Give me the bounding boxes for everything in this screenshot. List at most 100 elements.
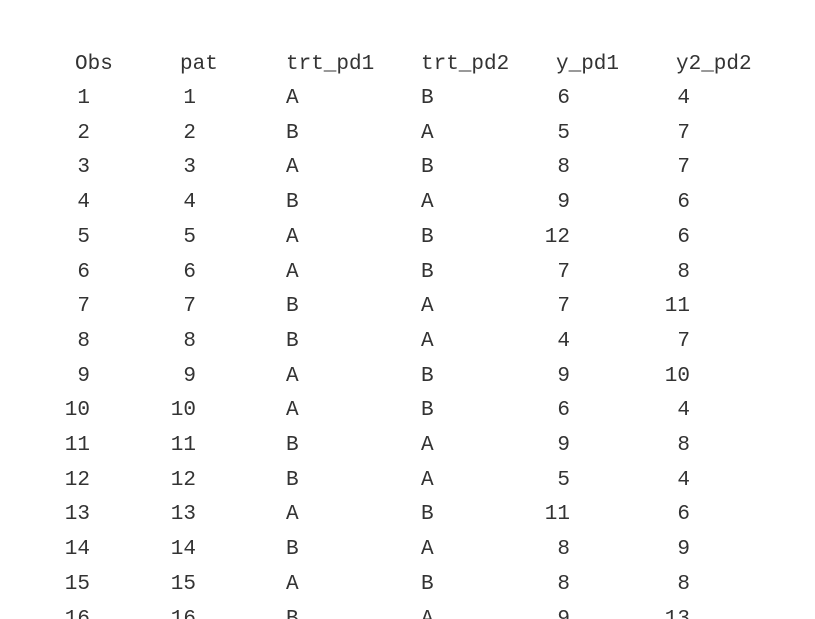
cell-y2-pd2: 7 xyxy=(677,121,690,145)
cell-y2-pd2: 11 xyxy=(664,295,690,319)
cell-y-pd1: 12 xyxy=(544,225,570,249)
cell-y-pd1: 4 xyxy=(557,329,570,353)
cell-pat: 2 xyxy=(183,121,196,145)
cell-obs: 12 xyxy=(64,468,90,492)
cell-trt-pd2: A xyxy=(421,607,434,619)
cell-y-pd1: 7 xyxy=(557,260,570,284)
cell-pat: 7 xyxy=(183,295,196,319)
cell-trt-pd1: B xyxy=(286,121,299,145)
cell-pat: 10 xyxy=(170,399,196,423)
cell-obs: 4 xyxy=(77,191,90,215)
table-row: 5 5 A B 12 6 xyxy=(0,221,815,255)
cell-obs: 7 xyxy=(77,295,90,319)
cell-trt-pd1: B xyxy=(286,607,299,619)
cell-trt-pd2: A xyxy=(421,434,434,457)
cell-y-pd1: 8 xyxy=(557,572,570,596)
cell-trt-pd1: A xyxy=(286,225,299,249)
cell-trt-pd1: B xyxy=(286,295,299,319)
cell-obs: 8 xyxy=(77,329,90,353)
cell-obs: 6 xyxy=(77,260,90,284)
cell-y2-pd2: 4 xyxy=(677,468,690,492)
header-obs: Obs xyxy=(75,53,113,76)
cell-y-pd1: 5 xyxy=(557,121,570,145)
cell-obs: 5 xyxy=(77,225,90,249)
cell-trt-pd2: A xyxy=(421,191,434,215)
cell-obs: 16 xyxy=(64,607,90,619)
cell-trt-pd1: B xyxy=(286,329,299,353)
cell-trt-pd1: A xyxy=(286,572,299,596)
table-row: 15 15 A B 8 8 xyxy=(0,568,815,602)
cell-trt-pd1: A xyxy=(286,364,299,388)
cell-y-pd1: 6 xyxy=(557,87,570,110)
cell-trt-pd1: A xyxy=(286,260,299,284)
cell-obs: 11 xyxy=(64,434,90,457)
cell-obs: 1 xyxy=(77,87,90,110)
cell-trt-pd2: B xyxy=(421,364,434,388)
cell-y2-pd2: 6 xyxy=(677,191,690,215)
cell-obs: 13 xyxy=(64,503,90,527)
header-pat: pat xyxy=(180,53,218,76)
cell-trt-pd1: A xyxy=(286,87,299,110)
table-row: 12 12 B A 5 4 xyxy=(0,464,815,498)
cell-pat: 16 xyxy=(170,607,196,619)
cell-trt-pd2: B xyxy=(421,572,434,596)
cell-y-pd1: 8 xyxy=(557,156,570,180)
table-row: 9 9 A B 9 10 xyxy=(0,360,815,394)
table-row: 14 14 B A 8 9 xyxy=(0,533,815,567)
cell-y2-pd2: 8 xyxy=(677,434,690,457)
cell-pat: 1 xyxy=(183,87,196,110)
cell-trt-pd1: B xyxy=(286,434,299,457)
cell-y2-pd2: 7 xyxy=(677,156,690,180)
cell-trt-pd2: A xyxy=(421,538,434,562)
cell-y-pd1: 7 xyxy=(557,295,570,319)
cell-pat: 4 xyxy=(183,191,196,215)
cell-y2-pd2: 7 xyxy=(677,329,690,353)
cell-trt-pd2: B xyxy=(421,156,434,180)
cell-obs: 14 xyxy=(64,538,90,562)
table-row: 2 2 B A 5 7 xyxy=(0,117,815,151)
cell-pat: 6 xyxy=(183,260,196,284)
cell-y-pd1: 9 xyxy=(557,434,570,457)
cell-trt-pd2: A xyxy=(421,121,434,145)
cell-trt-pd1: A xyxy=(286,156,299,180)
cell-y2-pd2: 10 xyxy=(664,364,690,388)
cell-y-pd1: 9 xyxy=(557,191,570,215)
table-row: 6 6 A B 7 8 xyxy=(0,256,815,290)
table-row: 16 16 B A 9 13 xyxy=(0,603,815,619)
cell-obs: 10 xyxy=(64,399,90,423)
cell-y-pd1: 5 xyxy=(557,468,570,492)
cell-trt-pd1: B xyxy=(286,468,299,492)
table-row: 4 4 B A 9 6 xyxy=(0,186,815,220)
table-row: 11 11 B A 9 8 xyxy=(0,429,815,463)
cell-y2-pd2: 6 xyxy=(677,503,690,527)
table-row: 3 3 A B 8 7 xyxy=(0,151,815,185)
cell-trt-pd2: B xyxy=(421,87,434,110)
cell-y2-pd2: 4 xyxy=(677,399,690,423)
cell-y2-pd2: 6 xyxy=(677,225,690,249)
cell-trt-pd1: A xyxy=(286,399,299,423)
cell-trt-pd2: B xyxy=(421,260,434,284)
cell-y-pd1: 6 xyxy=(557,399,570,423)
cell-pat: 14 xyxy=(170,538,196,562)
cell-y-pd1: 11 xyxy=(544,503,570,527)
cell-y-pd1: 9 xyxy=(557,607,570,619)
table-header-row: Obs pat trt_pd1 trt_pd2 y_pd1 y2_pd2 xyxy=(0,48,815,82)
cell-y2-pd2: 13 xyxy=(664,607,690,619)
table-row: 1 1 A B 6 4 xyxy=(0,82,815,116)
cell-pat: 5 xyxy=(183,225,196,249)
cell-y2-pd2: 8 xyxy=(677,260,690,284)
table-row: 13 13 A B 11 6 xyxy=(0,498,815,532)
cell-trt-pd1: A xyxy=(286,503,299,527)
cell-y-pd1: 8 xyxy=(557,538,570,562)
cell-trt-pd2: A xyxy=(421,295,434,319)
cell-pat: 3 xyxy=(183,156,196,180)
cell-pat: 13 xyxy=(170,503,196,527)
cell-pat: 15 xyxy=(170,572,196,596)
cell-pat: 8 xyxy=(183,329,196,353)
cell-trt-pd1: B xyxy=(286,191,299,215)
header-y2-pd2: y2_pd2 xyxy=(676,53,752,76)
cell-obs: 15 xyxy=(64,572,90,596)
table-row: 8 8 B A 4 7 xyxy=(0,325,815,359)
header-y-pd1: y_pd1 xyxy=(556,53,620,76)
